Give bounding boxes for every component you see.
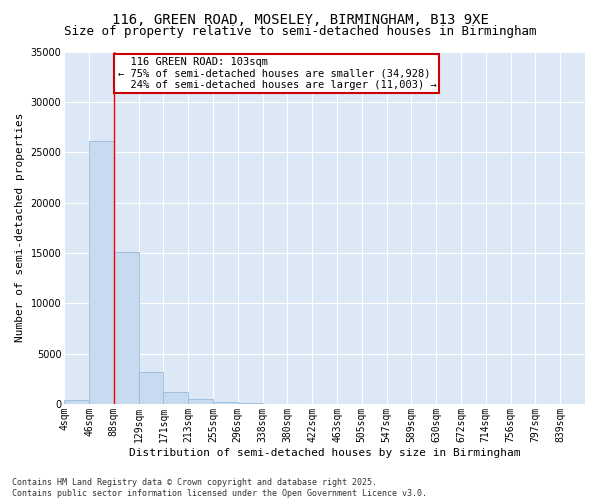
Bar <box>64 400 89 404</box>
Bar <box>89 141 114 404</box>
Y-axis label: Number of semi-detached properties: Number of semi-detached properties <box>15 113 25 342</box>
Text: 116 GREEN ROAD: 103sqm
← 75% of semi-detached houses are smaller (34,928)
  24% : 116 GREEN ROAD: 103sqm ← 75% of semi-det… <box>118 57 436 90</box>
X-axis label: Distribution of semi-detached houses by size in Birmingham: Distribution of semi-detached houses by … <box>129 448 520 458</box>
Bar <box>139 372 163 404</box>
Text: Size of property relative to semi-detached houses in Birmingham: Size of property relative to semi-detach… <box>64 25 536 38</box>
Bar <box>163 392 188 404</box>
Bar <box>114 252 139 404</box>
Bar <box>188 400 213 404</box>
Bar <box>213 402 238 404</box>
Text: Contains HM Land Registry data © Crown copyright and database right 2025.
Contai: Contains HM Land Registry data © Crown c… <box>12 478 427 498</box>
Text: 116, GREEN ROAD, MOSELEY, BIRMINGHAM, B13 9XE: 116, GREEN ROAD, MOSELEY, BIRMINGHAM, B1… <box>112 12 488 26</box>
